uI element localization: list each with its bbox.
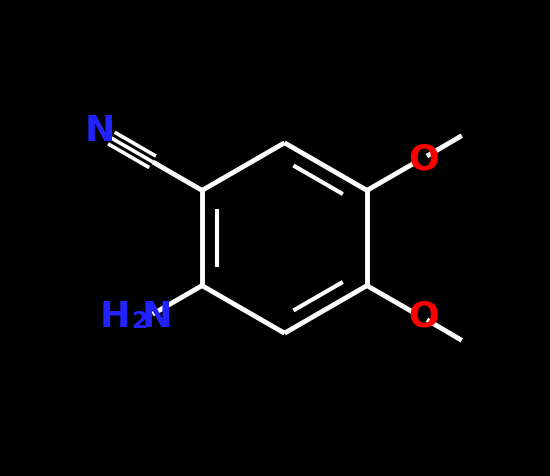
Text: H: H [100,299,130,334]
Text: 2: 2 [131,310,147,333]
Text: O: O [409,299,439,333]
Text: O: O [409,143,439,177]
Text: N: N [142,299,172,334]
Text: N: N [85,114,115,149]
